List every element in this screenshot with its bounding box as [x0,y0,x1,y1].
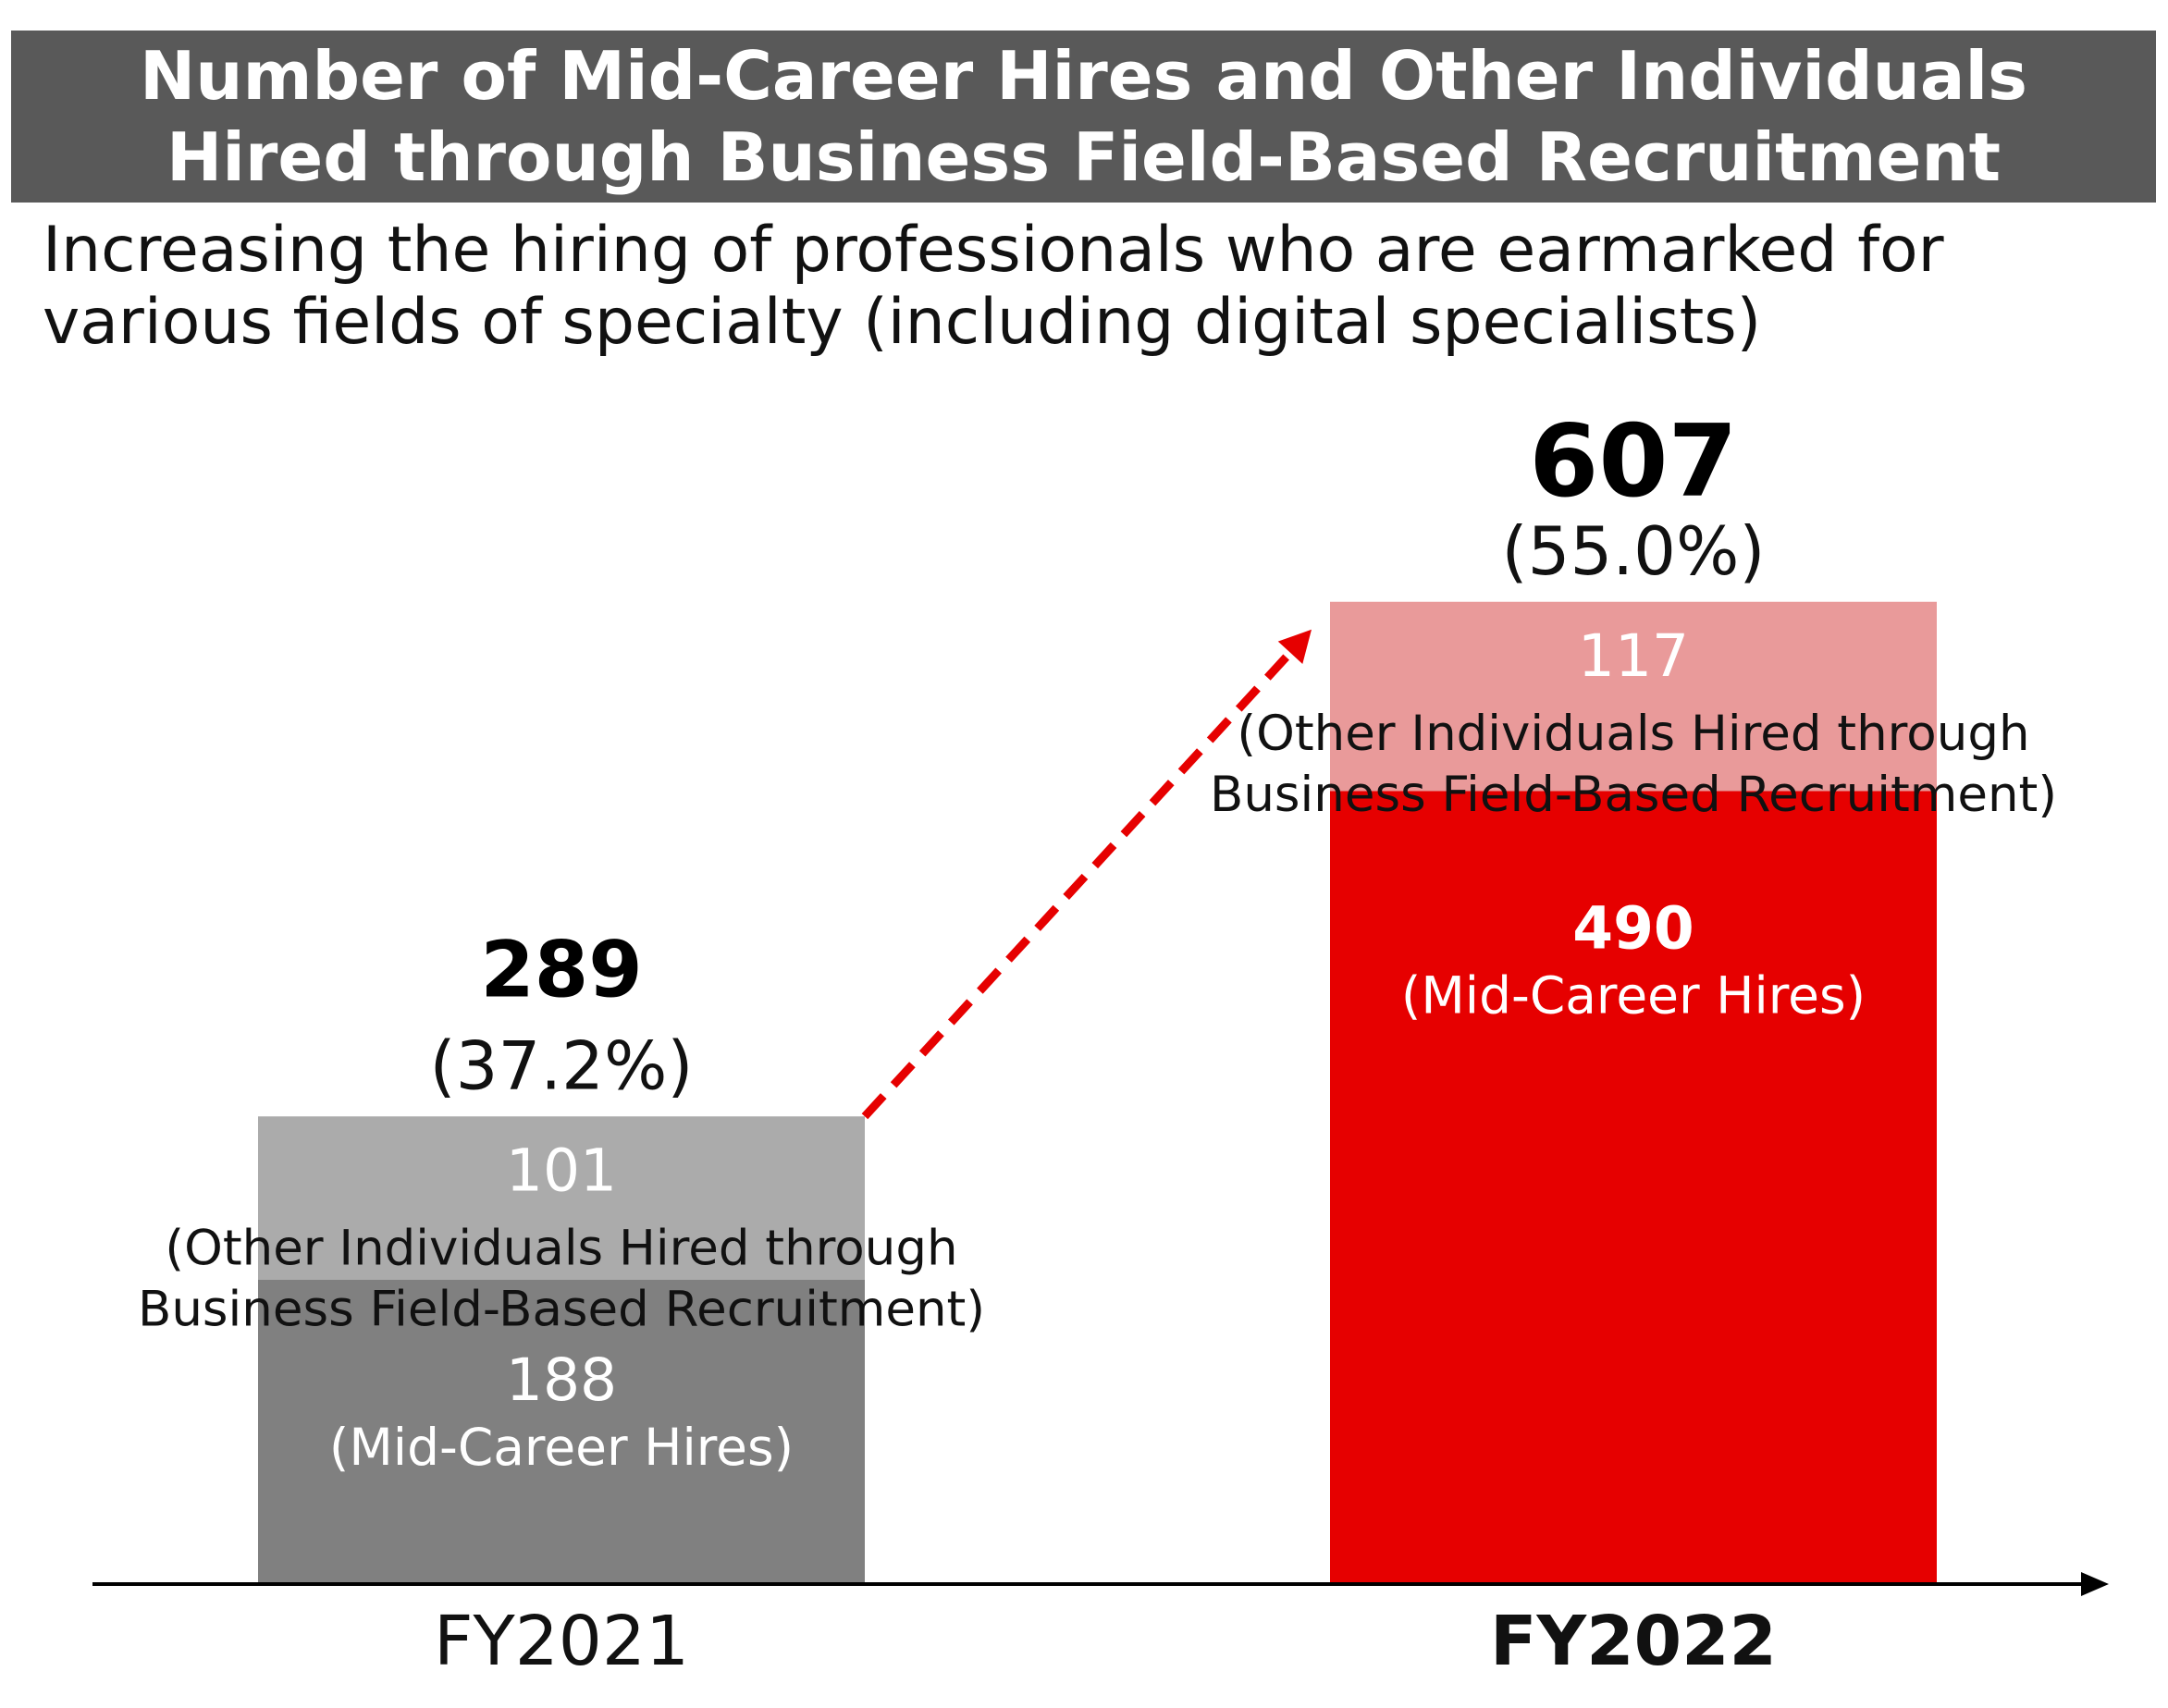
segment-category-label: (Mid-Career Hires) [329,1418,794,1477]
segment-category-label: (Other Individuals Hired through [1237,706,2029,762]
bar-segment-other-fy2022 [1330,601,1937,792]
chart-title-line2: Hired through Business Field-Based Recru… [166,118,2002,196]
segment-value-label: 101 [506,1137,617,1204]
x-tick-label: FY2021 [434,1602,689,1681]
segment-category-label: Business Field-Based Recruitment) [1210,767,2057,823]
segment-value-label: 117 [1578,622,1689,690]
chart-title: Number of Mid-Career Hires and Other Ind… [11,31,2156,203]
total-percent-label: (55.0%) [1502,512,1766,590]
bar-segment-mid-career-fy2021 [258,1280,865,1584]
chart-subtitle-line1: Increasing the hiring of professionals w… [43,214,1944,287]
x-tick-label: FY2022 [1490,1602,1777,1681]
segment-category-label: Business Field-Based Recruitment) [138,1281,985,1337]
chart-subtitle-line2: various fields of specialty (including d… [43,286,1762,359]
segment-value-label: 188 [506,1346,617,1414]
chart-title-line1: Number of Mid-Career Hires and Other Ind… [140,37,2027,115]
total-value-label: 289 [480,924,642,1014]
x-axis-arrowhead-icon [2081,1572,2109,1596]
segment-value-label: 490 [1572,895,1694,963]
bar-segment-other-fy2021 [258,1116,865,1280]
total-value-label: 607 [1529,404,1737,520]
growth-arrow-line [861,649,1294,1120]
bar-segment-mid-career-fy2022 [1330,791,1937,1584]
growth-arrowhead-icon [1277,629,1312,664]
total-percent-label: (37.2%) [430,1026,694,1104]
segment-category-label: (Other Individuals Hired through [165,1220,957,1276]
chart-subtitle: Increasing the hiring of professionals w… [43,215,1944,359]
segment-category-label: (Mid-Career Hires) [1401,966,1866,1026]
